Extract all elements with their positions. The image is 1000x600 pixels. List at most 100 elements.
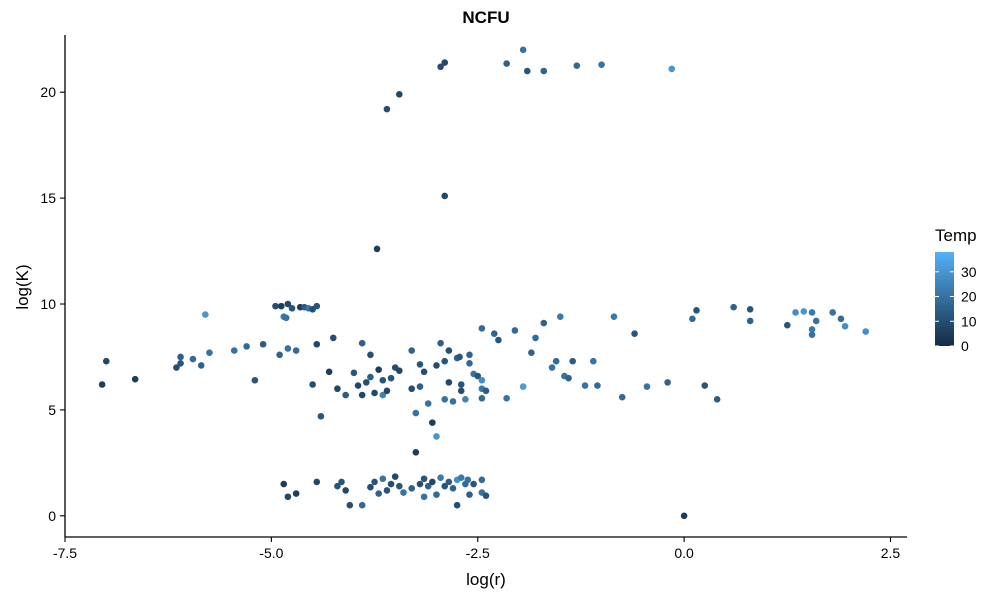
legend-colorbar: [935, 252, 954, 346]
data-point: [490, 330, 498, 337]
y-tick-label: 0: [48, 508, 56, 524]
legend-title: Temp: [935, 226, 977, 245]
data-point: [358, 501, 366, 509]
data-point: [437, 339, 444, 347]
y-axis-ticks: 0 5 10 15 20: [40, 84, 65, 524]
data-point: [457, 474, 465, 481]
data-point: [429, 478, 436, 486]
legend-tick-label: 20: [961, 289, 977, 305]
data-point: [284, 300, 292, 308]
data-point: [309, 381, 316, 388]
data-point: [808, 326, 816, 333]
data-point: [730, 303, 737, 311]
data-point: [202, 311, 209, 318]
data-point: [420, 475, 428, 483]
data-point: [334, 482, 341, 490]
data-point: [445, 379, 453, 386]
data-point: [631, 330, 638, 337]
data-point: [441, 482, 449, 490]
data-point: [408, 347, 416, 354]
data-point: [391, 473, 399, 480]
data-point: [383, 387, 391, 395]
data-point: [503, 394, 510, 402]
data-point: [102, 357, 110, 365]
data-point: [408, 484, 416, 492]
data-point: [808, 331, 816, 339]
data-point: [284, 345, 292, 352]
data-point: [197, 362, 205, 369]
data-point: [420, 368, 428, 376]
legend: Temp 0 10 20 30: [935, 226, 977, 354]
data-point: [243, 343, 250, 350]
data-point: [379, 376, 387, 384]
data-point: [358, 391, 366, 399]
data-points: [98, 46, 870, 520]
data-point: [189, 355, 197, 363]
data-point: [532, 334, 539, 342]
y-tick-label: 10: [40, 296, 56, 312]
data-point: [420, 493, 428, 501]
data-point: [808, 309, 816, 316]
data-point: [259, 340, 267, 348]
data-point: [416, 383, 424, 390]
data-point: [272, 302, 279, 310]
data-point: [474, 372, 482, 380]
data-point: [478, 325, 486, 332]
data-point: [334, 385, 341, 393]
data-point: [668, 65, 676, 73]
data-point: [478, 376, 486, 384]
data-point: [379, 475, 387, 483]
data-point: [540, 319, 548, 327]
data-point: [367, 373, 374, 381]
data-point: [424, 482, 432, 490]
data-point: [519, 383, 527, 390]
data-point: [313, 340, 321, 348]
data-point: [829, 309, 837, 316]
data-point: [457, 387, 465, 395]
data-point: [466, 360, 473, 367]
x-axis-ticks: -7.5 -5.0 -2.5 0.0 2.5: [53, 537, 900, 561]
data-point: [416, 361, 424, 368]
data-point: [280, 480, 288, 488]
data-point: [177, 360, 184, 367]
data-point: [206, 349, 213, 357]
data-point: [590, 357, 597, 365]
data-point: [342, 487, 349, 494]
legend-ticks: 0 10 20 30: [935, 264, 977, 354]
plot-area: -7.5 -5.0 -2.5 0.0 2.5 0 5 10 15 20: [40, 35, 907, 561]
data-point: [412, 409, 420, 417]
data-point: [177, 353, 184, 361]
x-tick-label: -2.5: [466, 545, 490, 561]
data-point: [528, 349, 535, 357]
data-point: [693, 307, 700, 314]
data-point: [680, 512, 688, 520]
data-point: [445, 347, 453, 354]
data-point: [379, 391, 387, 399]
data-point: [441, 396, 449, 403]
data-point: [317, 412, 325, 420]
data-point: [466, 351, 473, 359]
y-tick-label: 5: [48, 402, 56, 418]
data-point: [598, 61, 605, 68]
data-point: [371, 478, 378, 486]
data-point: [792, 309, 799, 316]
data-point: [464, 476, 472, 484]
data-point: [387, 480, 395, 488]
data-point: [466, 491, 473, 498]
chart-title: NCFU: [462, 8, 509, 27]
data-point: [338, 478, 345, 486]
data-point: [478, 394, 486, 402]
data-point: [383, 105, 391, 113]
data-point: [462, 396, 469, 403]
data-point: [701, 382, 709, 389]
data-point: [131, 375, 139, 383]
legend-tick-label: 30: [961, 264, 977, 280]
x-tick-label: -5.0: [259, 545, 283, 561]
data-point: [841, 322, 849, 330]
data-point: [396, 482, 403, 490]
data-point: [470, 480, 477, 488]
data-point: [329, 334, 337, 342]
data-point: [354, 382, 362, 389]
data-point: [98, 381, 106, 388]
